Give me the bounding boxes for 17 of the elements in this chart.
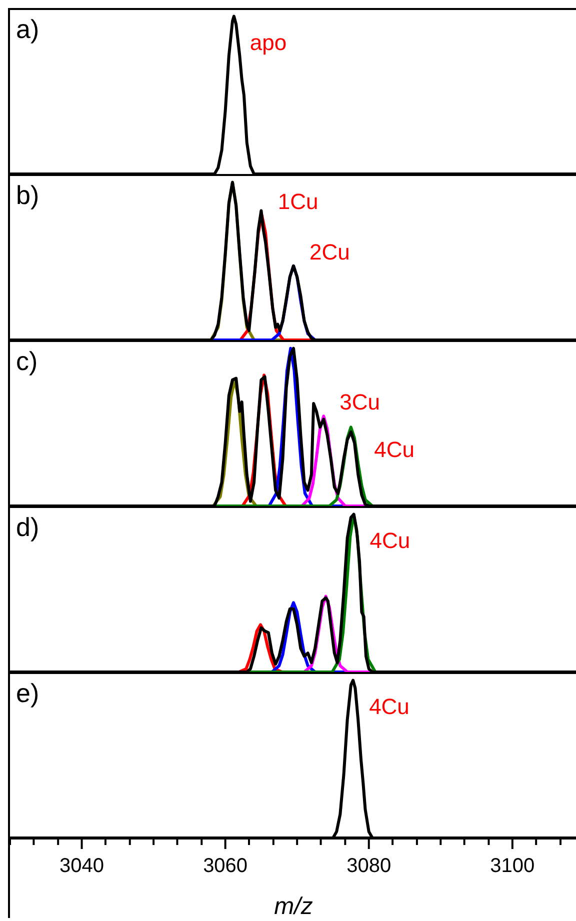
chart-title: d): [16, 512, 40, 543]
annotation: 4Cu: [370, 528, 410, 553]
annotation: 4Cu: [374, 436, 414, 462]
chart-title: a): [16, 14, 40, 45]
x-axis-title: m/z: [274, 893, 313, 920]
annotation: 1Cu: [278, 188, 318, 214]
x-tick-label: 3100: [490, 855, 535, 877]
x-tick-label: 3080: [346, 855, 392, 877]
annotation: 2Cu: [310, 239, 350, 264]
chart-title: b): [16, 180, 40, 211]
annotation: 4Cu: [369, 694, 410, 719]
x-tick-label: 3060: [203, 855, 248, 877]
annotation: apo: [250, 30, 287, 55]
x-tick-label: 3040: [60, 855, 104, 877]
chart-title: c): [16, 346, 38, 377]
chart-title: e): [16, 678, 40, 709]
annotation: 3Cu: [340, 390, 380, 415]
